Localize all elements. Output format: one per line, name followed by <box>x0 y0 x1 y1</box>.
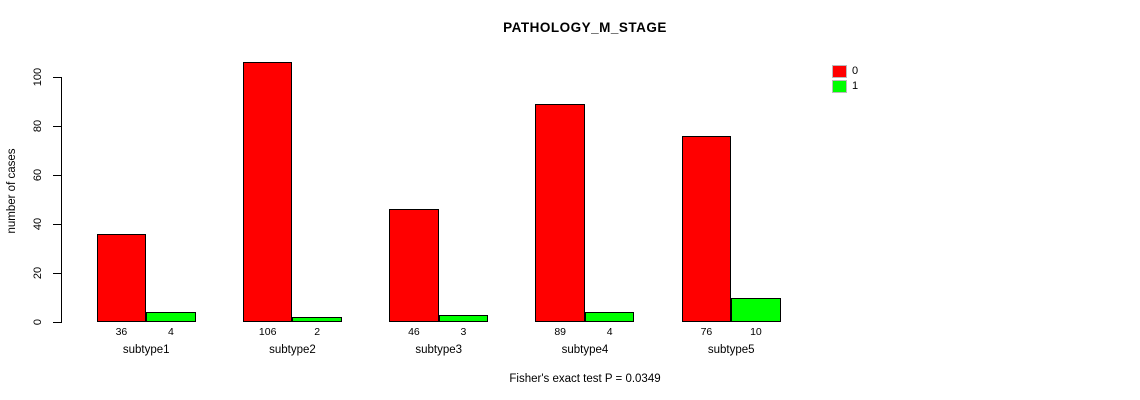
y-axis-tick-label: 20 <box>32 266 44 280</box>
y-axis-tick <box>53 272 61 274</box>
value-label-series1-subtype4: 4 <box>606 326 613 338</box>
category-label-subtype5: subtype5 <box>707 344 755 356</box>
y-axis-tick-label: 100 <box>32 67 44 87</box>
y-axis-tick <box>53 125 61 127</box>
y-axis-tick-label: 60 <box>32 168 44 182</box>
legend-label-0: 0 <box>852 65 859 77</box>
category-label-subtype3: subtype3 <box>415 344 463 356</box>
y-axis-label: number of cases <box>6 148 18 234</box>
bar-series1-subtype3 <box>438 314 489 322</box>
bar-series1-subtype5 <box>731 297 781 322</box>
legend-swatch-1 <box>832 79 847 93</box>
y-axis-line <box>61 77 62 323</box>
y-axis-tick <box>53 321 61 323</box>
chart-title: PATHOLOGY_M_STAGE <box>503 20 667 35</box>
bar-series0-subtype4 <box>535 103 585 322</box>
category-label-subtype2: subtype2 <box>269 344 316 356</box>
value-label-series0-subtype5: 76 <box>700 326 713 338</box>
value-label-series0-subtype1: 36 <box>115 326 128 338</box>
y-axis-tick <box>53 174 61 176</box>
legend-swatch-0 <box>832 64 847 78</box>
footnote-fisher-test: Fisher's exact test P = 0.0349 <box>509 373 661 385</box>
category-label-subtype4: subtype4 <box>561 344 609 356</box>
bar-series1-subtype1 <box>146 312 196 322</box>
y-axis-tick-label: 40 <box>32 217 44 231</box>
category-label-subtype1: subtype1 <box>122 344 170 356</box>
bar-series0-subtype5 <box>681 135 732 322</box>
y-axis-tick-label: 80 <box>32 119 44 133</box>
legend-label-1: 1 <box>852 80 859 92</box>
value-label-series1-subtype2: 2 <box>314 326 321 338</box>
value-label-series0-subtype2: 106 <box>258 326 277 338</box>
bar-series0-subtype3 <box>389 209 439 322</box>
value-label-series1-subtype3: 3 <box>460 326 467 338</box>
value-label-series1-subtype5: 10 <box>750 326 762 338</box>
y-axis-tick-label: 0 <box>32 318 44 326</box>
bar-series0-subtype2 <box>242 62 293 322</box>
y-axis-tick <box>53 223 61 225</box>
value-label-series0-subtype4: 89 <box>554 326 567 338</box>
legend-entry-0: 0 <box>832 64 858 78</box>
y-axis-tick <box>53 76 61 78</box>
value-label-series0-subtype3: 46 <box>408 326 420 338</box>
value-label-series1-subtype1: 4 <box>168 326 174 338</box>
bar-series1-subtype4 <box>584 312 635 322</box>
legend-entry-1: 1 <box>832 79 858 93</box>
bar-series0-subtype1 <box>96 233 147 322</box>
bar-series1-subtype2 <box>292 317 342 322</box>
